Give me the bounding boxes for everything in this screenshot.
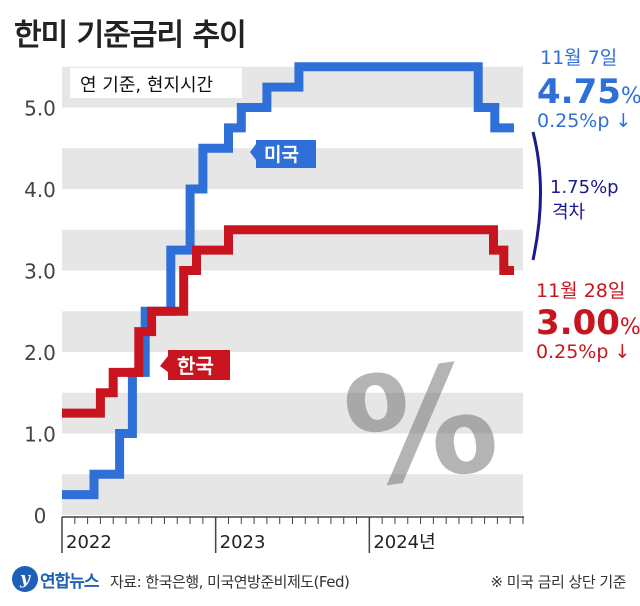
percent-decoration: % bbox=[335, 330, 508, 523]
y-axis-ticks: 0 1.0 2.0 3.0 4.0 5.0 bbox=[24, 97, 56, 529]
y-tick-label: 0 bbox=[34, 504, 47, 528]
kr-date: 11월 28일 bbox=[536, 280, 625, 302]
x-tick-label: 2023 bbox=[220, 532, 266, 553]
band bbox=[62, 392, 523, 434]
note-box bbox=[70, 68, 242, 98]
us-date: 11월 7일 bbox=[540, 47, 617, 69]
band bbox=[62, 229, 523, 271]
us-value: 4.75% bbox=[537, 72, 640, 112]
logo-text: 연합뉴스 bbox=[40, 571, 100, 592]
logo: y 연합뉴스 bbox=[12, 566, 100, 592]
kr-tag: 한국 bbox=[160, 350, 230, 380]
us-tag: 미국 bbox=[250, 140, 316, 168]
kr-change: 0.25%p ↓ bbox=[536, 341, 630, 363]
background-bands bbox=[62, 66, 523, 515]
footer-note: ※ 미국 금리 상단 기준 bbox=[490, 573, 626, 591]
y-tick-label: 1.0 bbox=[24, 423, 56, 447]
source-text: 자료: 한국은행, 미국연방준비제도(Fed) bbox=[110, 573, 350, 591]
y-tick-label: 3.0 bbox=[24, 260, 56, 284]
kr-value: 3.00% bbox=[536, 303, 640, 343]
x-tick-label: 2022 bbox=[66, 532, 112, 553]
note-text: 연 기준, 현지시간 bbox=[80, 75, 213, 96]
band bbox=[62, 474, 523, 515]
kr-rate-line bbox=[62, 225, 514, 418]
x-axis: 2022 2023 2024년 bbox=[61, 516, 524, 553]
x-tick-label: 2024년 bbox=[373, 532, 435, 553]
us-change: 0.25%p ↓ bbox=[537, 110, 631, 132]
us-rate-line bbox=[62, 62, 514, 500]
series-lines bbox=[62, 62, 514, 500]
gap-value: 1.75%p bbox=[550, 177, 619, 198]
kr-tag-label: 한국 bbox=[177, 354, 214, 378]
logo-mark-icon: y bbox=[12, 566, 38, 592]
chart-title: 한미 기준금리 추이 bbox=[14, 18, 247, 53]
gap-label: 격차 bbox=[552, 202, 586, 223]
us-tag-label: 미국 bbox=[264, 144, 299, 166]
y-tick-label: 2.0 bbox=[24, 341, 56, 365]
y-tick-label: 5.0 bbox=[24, 97, 56, 121]
y-tick-label: 4.0 bbox=[24, 178, 56, 202]
gap-bracket bbox=[531, 131, 542, 261]
